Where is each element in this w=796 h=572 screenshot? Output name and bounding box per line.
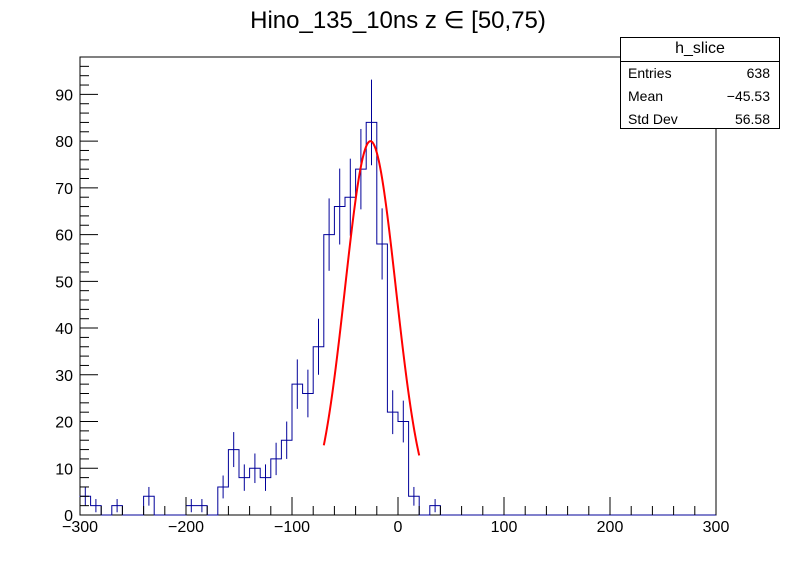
chart-title: Hino_135_10ns z ∈ [50,75) [250,7,546,34]
x-tick-label: −100 [274,519,310,536]
x-tick-label: 0 [394,519,403,536]
stats-box: h_slice Entries 638 Mean −45.53 Std Dev … [620,37,780,129]
x-tick-label: 200 [597,519,624,536]
y-tick-label: 70 [55,181,73,198]
stats-box-title: h_slice [621,38,779,62]
gaussian-fit-curve [322,140,421,456]
y-tick-label: 90 [55,87,73,104]
y-tick-label: 60 [55,228,73,245]
x-tick-label: 300 [703,519,730,536]
y-tick-label: 30 [55,368,73,385]
y-tick-label: 10 [55,461,73,478]
stats-value: −45.53 [726,88,770,104]
stats-label: Std Dev [628,111,678,127]
stats-row-std-dev: Std Dev 56.58 [621,108,779,131]
x-tick-label: −200 [168,519,204,536]
y-tick-label: 80 [55,134,73,151]
y-tick-label: 40 [55,321,73,338]
stats-label: Entries [628,65,672,81]
stats-row-entries: Entries 638 [621,62,779,85]
y-tick-label: 50 [55,274,73,291]
y-tick-label: 0 [64,508,73,525]
y-tick-label: 20 [55,415,73,432]
stats-label: Mean [628,88,664,104]
stats-value: 638 [746,65,770,81]
stats-value: 56.58 [734,111,770,127]
x-tick-label: 100 [491,519,518,536]
stats-row-mean: Mean −45.53 [621,85,779,108]
histogram-outline [79,121,716,516]
x-tick-label: −300 [62,519,98,536]
